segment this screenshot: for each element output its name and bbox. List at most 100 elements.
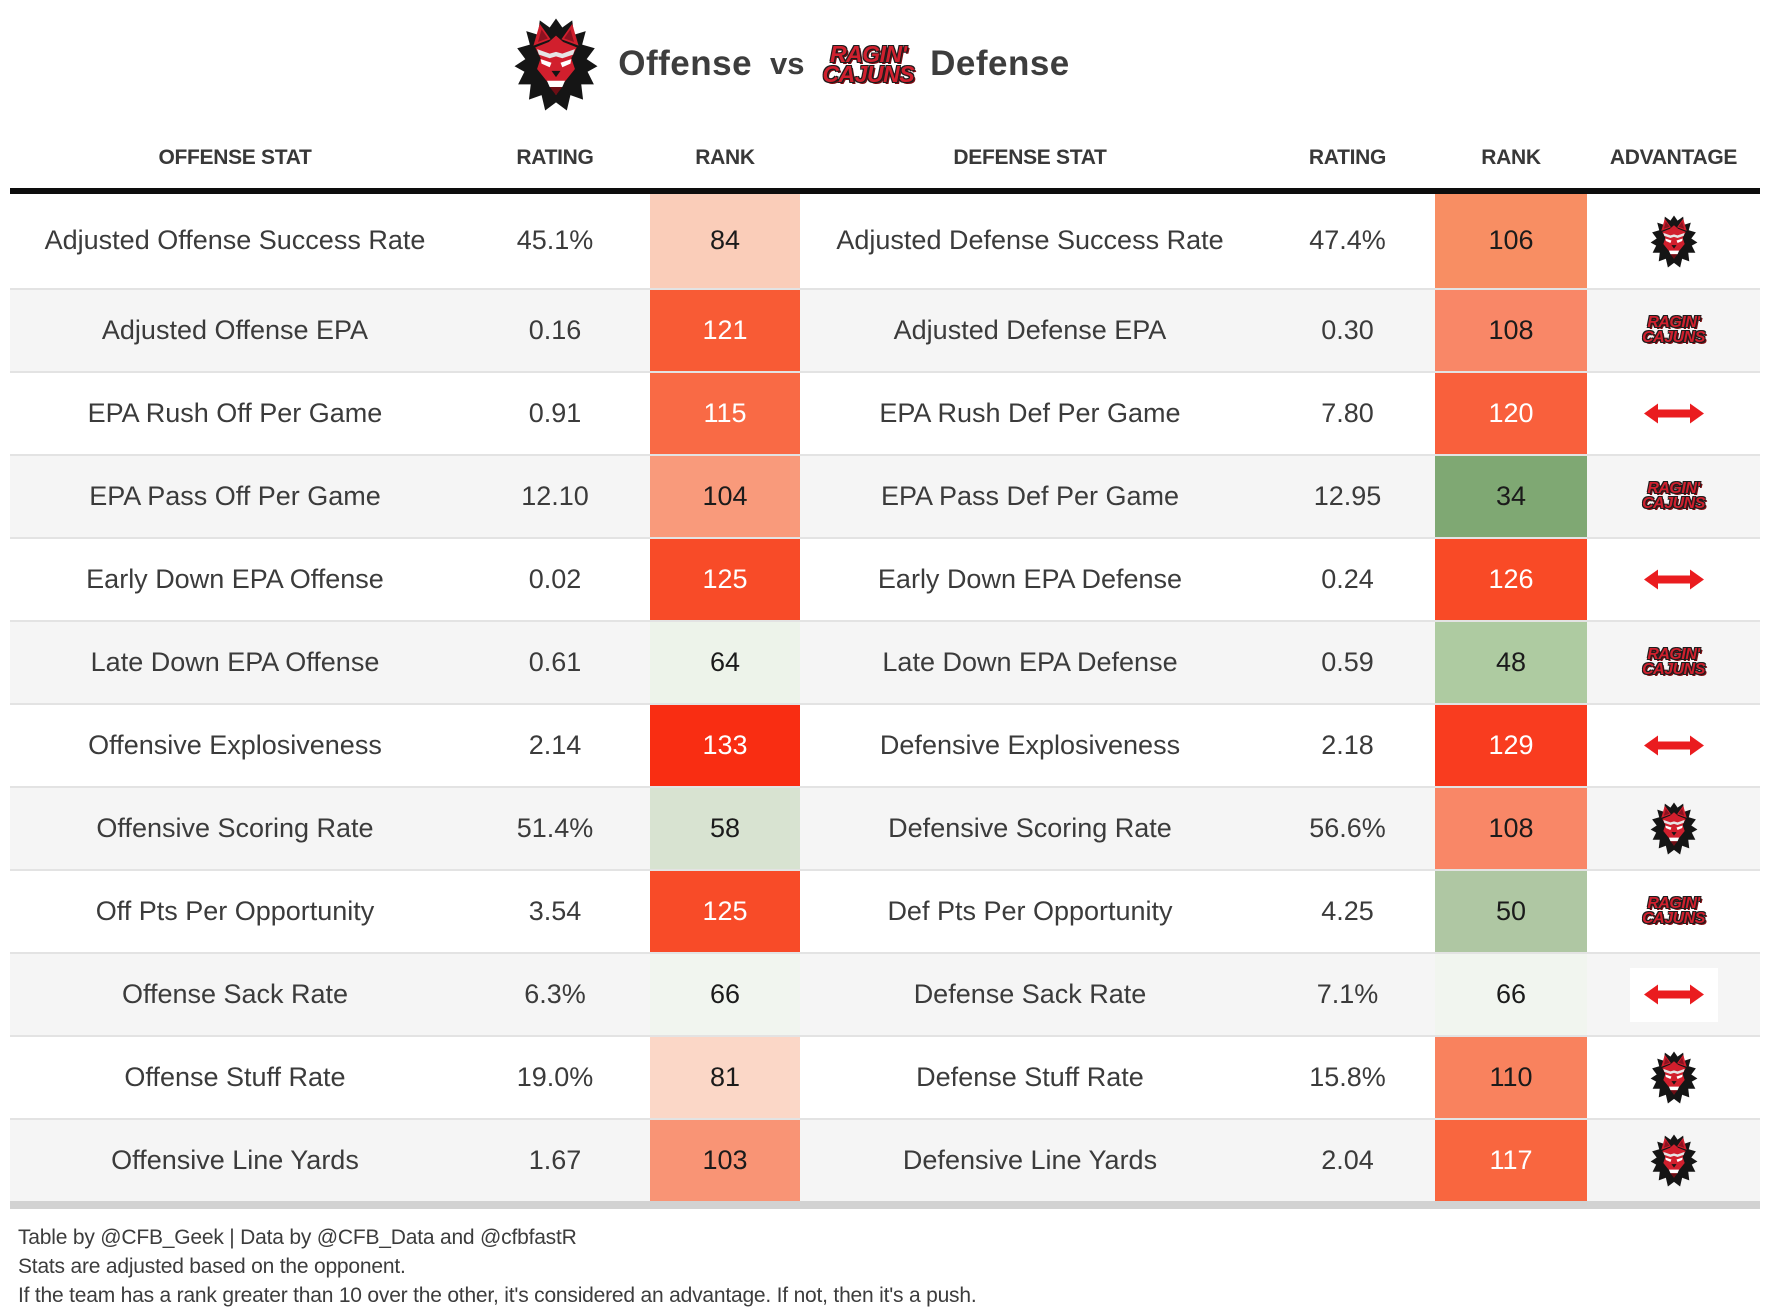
offense-stat-cell: Early Down EPA Offense — [86, 563, 384, 594]
defense-rating-cell: 12.95 — [1313, 480, 1382, 511]
offense-rank-cell: 115 — [650, 373, 800, 454]
table-header-row: OFFENSE STAT RATING RANK DEFENSE STAT RA… — [10, 128, 1760, 188]
defense-stat-cell: Defensive Scoring Rate — [888, 812, 1172, 843]
defense-stat-cell: Defense Sack Rate — [913, 978, 1147, 1009]
cajuns-wordmark-line2: CAJUNS — [822, 61, 915, 87]
table-row: Offense Stuff Rate 19.0% 81 Defense Stuf… — [10, 1035, 1760, 1118]
advantage-ragin-cajuns-icon: RAGIN' CAJUNS — [1642, 895, 1705, 927]
defense-rank-cell: 66 — [1435, 954, 1587, 1035]
advantage-push-arrow-icon — [1629, 718, 1718, 773]
offense-rating-cell: 6.3% — [524, 978, 586, 1009]
defense-rating-cell: 2.04 — [1321, 1144, 1374, 1175]
advantage-red-wolves-icon — [1648, 800, 1700, 857]
double-arrow-icon — [1642, 981, 1706, 1008]
double-arrow-icon — [1642, 400, 1706, 427]
offense-rank-cell: 125 — [650, 539, 800, 620]
defense-rank-cell: 48 — [1435, 622, 1587, 703]
advantage-red-wolves-icon — [1648, 1132, 1700, 1189]
header-divider-bar — [10, 188, 1760, 194]
defense-rating-cell: 15.8% — [1309, 1061, 1386, 1092]
defense-stat-cell: Late Down EPA Defense — [882, 646, 1178, 677]
defense-rank-cell: 50 — [1435, 871, 1587, 952]
defense-rank-cell: 129 — [1435, 705, 1587, 786]
cajuns-wordmark-line1: RAGIN' — [830, 40, 907, 67]
table-row: EPA Rush Off Per Game 0.91 115 EPA Rush … — [10, 371, 1760, 454]
offense-rating-cell: 0.16 — [528, 314, 582, 345]
offense-rank-cell: 58 — [650, 788, 800, 869]
defense-rating-cell: 0.59 — [1321, 646, 1374, 677]
defense-rank-cell: 106 — [1435, 194, 1587, 288]
advantage-cell — [1587, 539, 1760, 620]
advantage-cell — [1587, 373, 1760, 454]
advantage-cell — [1587, 1120, 1760, 1201]
title-vs: vs — [770, 46, 805, 81]
advantage-cell — [1587, 954, 1760, 1035]
advantage-cell: RAGIN' CAJUNS — [1587, 456, 1760, 537]
offense-rank-cell: 125 — [650, 871, 800, 952]
defense-stat-cell: Defensive Line Yards — [902, 1144, 1158, 1175]
header-defense-rating: RATING — [1308, 146, 1387, 169]
defense-rank-cell: 108 — [1435, 290, 1587, 371]
advantage-push-arrow-icon — [1629, 552, 1718, 607]
offense-rating-cell: 45.1% — [516, 225, 594, 256]
offense-stat-cell: Late Down EPA Offense — [90, 646, 380, 677]
offense-rank-cell: 104 — [650, 456, 800, 537]
title-offense: Offense — [618, 44, 753, 83]
offense-rating-cell: 0.61 — [528, 646, 582, 677]
advantage-cell: RAGIN' CAJUNS — [1587, 871, 1760, 952]
advantage-ragin-cajuns-icon: RAGIN' CAJUNS — [1642, 314, 1705, 346]
header-offense-rating: RATING — [516, 146, 594, 169]
advantage-ragin-cajuns-icon: RAGIN' CAJUNS — [1642, 480, 1705, 512]
footer-note-adjusted: Stats are adjusted based on the opponent… — [18, 1255, 406, 1278]
offense-stat-cell: Adjusted Offense Success Rate — [44, 225, 426, 256]
table-body: Adjusted Offense Success Rate 45.1% 84 A… — [10, 194, 1760, 1201]
table-bottom-bar — [10, 1201, 1760, 1209]
defense-stat-cell: Adjusted Defense EPA — [893, 314, 1167, 345]
defense-stat-cell: Adjusted Defense Success Rate — [836, 225, 1224, 256]
header-offense-stat: OFFENSE STAT — [158, 146, 312, 169]
defense-stat-cell: Early Down EPA Defense — [877, 563, 1183, 594]
double-arrow-icon — [1642, 732, 1706, 759]
defense-rank-cell: 110 — [1435, 1037, 1587, 1118]
offense-stat-cell: EPA Rush Off Per Game — [87, 397, 383, 428]
offense-stat-cell: Adjusted Offense EPA — [101, 314, 369, 345]
table-row: Offensive Scoring Rate 51.4% 58 Defensiv… — [10, 786, 1760, 869]
offense-rating-cell: 0.02 — [528, 563, 582, 594]
stats-table: OFFENSE STAT RATING RANK DEFENSE STAT RA… — [10, 128, 1760, 1209]
defense-rank-cell: 126 — [1435, 539, 1587, 620]
offense-rank-cell: 103 — [650, 1120, 800, 1201]
offense-rating-cell: 1.67 — [528, 1144, 582, 1175]
defense-stat-cell: EPA Pass Def Per Game — [880, 480, 1180, 511]
table-row: Adjusted Offense EPA 0.16 121 Adjusted D… — [10, 288, 1760, 371]
offense-rank-cell: 84 — [650, 194, 800, 288]
table-row: Early Down EPA Offense 0.02 125 Early Do… — [10, 537, 1760, 620]
offense-stat-cell: Offensive Line Yards — [111, 1144, 359, 1175]
advantage-cell: RAGIN' CAJUNS — [1587, 622, 1760, 703]
advantage-cell — [1587, 1037, 1760, 1118]
advantage-push-arrow-icon — [1629, 386, 1718, 441]
footer-note-advantage-rule: If the team has a rank greater than 10 o… — [18, 1284, 977, 1307]
advantage-cell — [1587, 788, 1760, 869]
header-defense-rank: RANK — [1481, 146, 1541, 169]
defense-rank-cell: 120 — [1435, 373, 1587, 454]
footer-credit-line: Table by @CFB_Geek | Data by @CFB_Data a… — [18, 1226, 577, 1249]
table-row: Adjusted Offense Success Rate 45.1% 84 A… — [10, 194, 1760, 288]
table-row: Offense Sack Rate 6.3% 66 Defense Sack R… — [10, 952, 1760, 1035]
offense-rating-cell: 0.91 — [528, 397, 582, 428]
offense-rank-cell: 66 — [650, 954, 800, 1035]
defense-rating-cell: 7.1% — [1316, 978, 1379, 1009]
offense-stat-cell: Offensive Scoring Rate — [96, 812, 374, 843]
table-row: Offensive Explosiveness 2.14 133 Defensi… — [10, 703, 1760, 786]
offense-rank-cell: 133 — [650, 705, 800, 786]
offense-rating-cell: 2.14 — [528, 729, 582, 760]
defense-stat-cell: Defense Stuff Rate — [916, 1061, 1144, 1092]
advantage-cell — [1587, 705, 1760, 786]
advantage-cell — [1587, 194, 1760, 288]
advantage-push-arrow-icon — [1629, 967, 1718, 1022]
offense-stat-cell: Off Pts Per Opportunity — [95, 895, 375, 926]
header-offense-rank: RANK — [695, 146, 755, 169]
defense-rating-cell: 0.24 — [1321, 563, 1374, 594]
footer-notes: Table by @CFB_Geek | Data by @CFB_Data a… — [18, 1223, 1770, 1310]
offense-stat-cell: EPA Pass Off Per Game — [89, 480, 381, 511]
offense-stat-cell: Offense Stuff Rate — [124, 1061, 346, 1092]
